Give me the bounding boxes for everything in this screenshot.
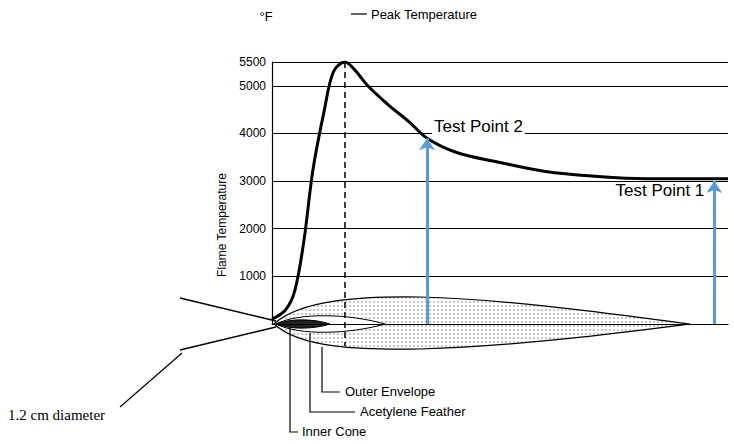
svg-text:Peak Temperature: Peak Temperature bbox=[371, 7, 477, 22]
svg-text:5000: 5000 bbox=[239, 79, 266, 93]
svg-text:Acetylene Feather: Acetylene Feather bbox=[360, 404, 466, 419]
svg-text:Test Point 2: Test Point 2 bbox=[434, 117, 523, 136]
svg-text:°F: °F bbox=[259, 9, 272, 24]
svg-text:1.2 cm diameter: 1.2 cm diameter bbox=[8, 407, 105, 423]
svg-text:2000: 2000 bbox=[239, 222, 266, 236]
svg-text:5500: 5500 bbox=[239, 55, 266, 69]
svg-text:4000: 4000 bbox=[239, 126, 266, 140]
svg-text:Outer Envelope: Outer Envelope bbox=[345, 384, 435, 399]
svg-text:Test Point 1: Test Point 1 bbox=[615, 181, 704, 200]
svg-text:1000: 1000 bbox=[239, 269, 266, 283]
svg-text:Inner Cone: Inner Cone bbox=[302, 424, 366, 439]
svg-text:3000: 3000 bbox=[239, 174, 266, 188]
svg-text:Flame Temperature: Flame Temperature bbox=[215, 173, 229, 277]
